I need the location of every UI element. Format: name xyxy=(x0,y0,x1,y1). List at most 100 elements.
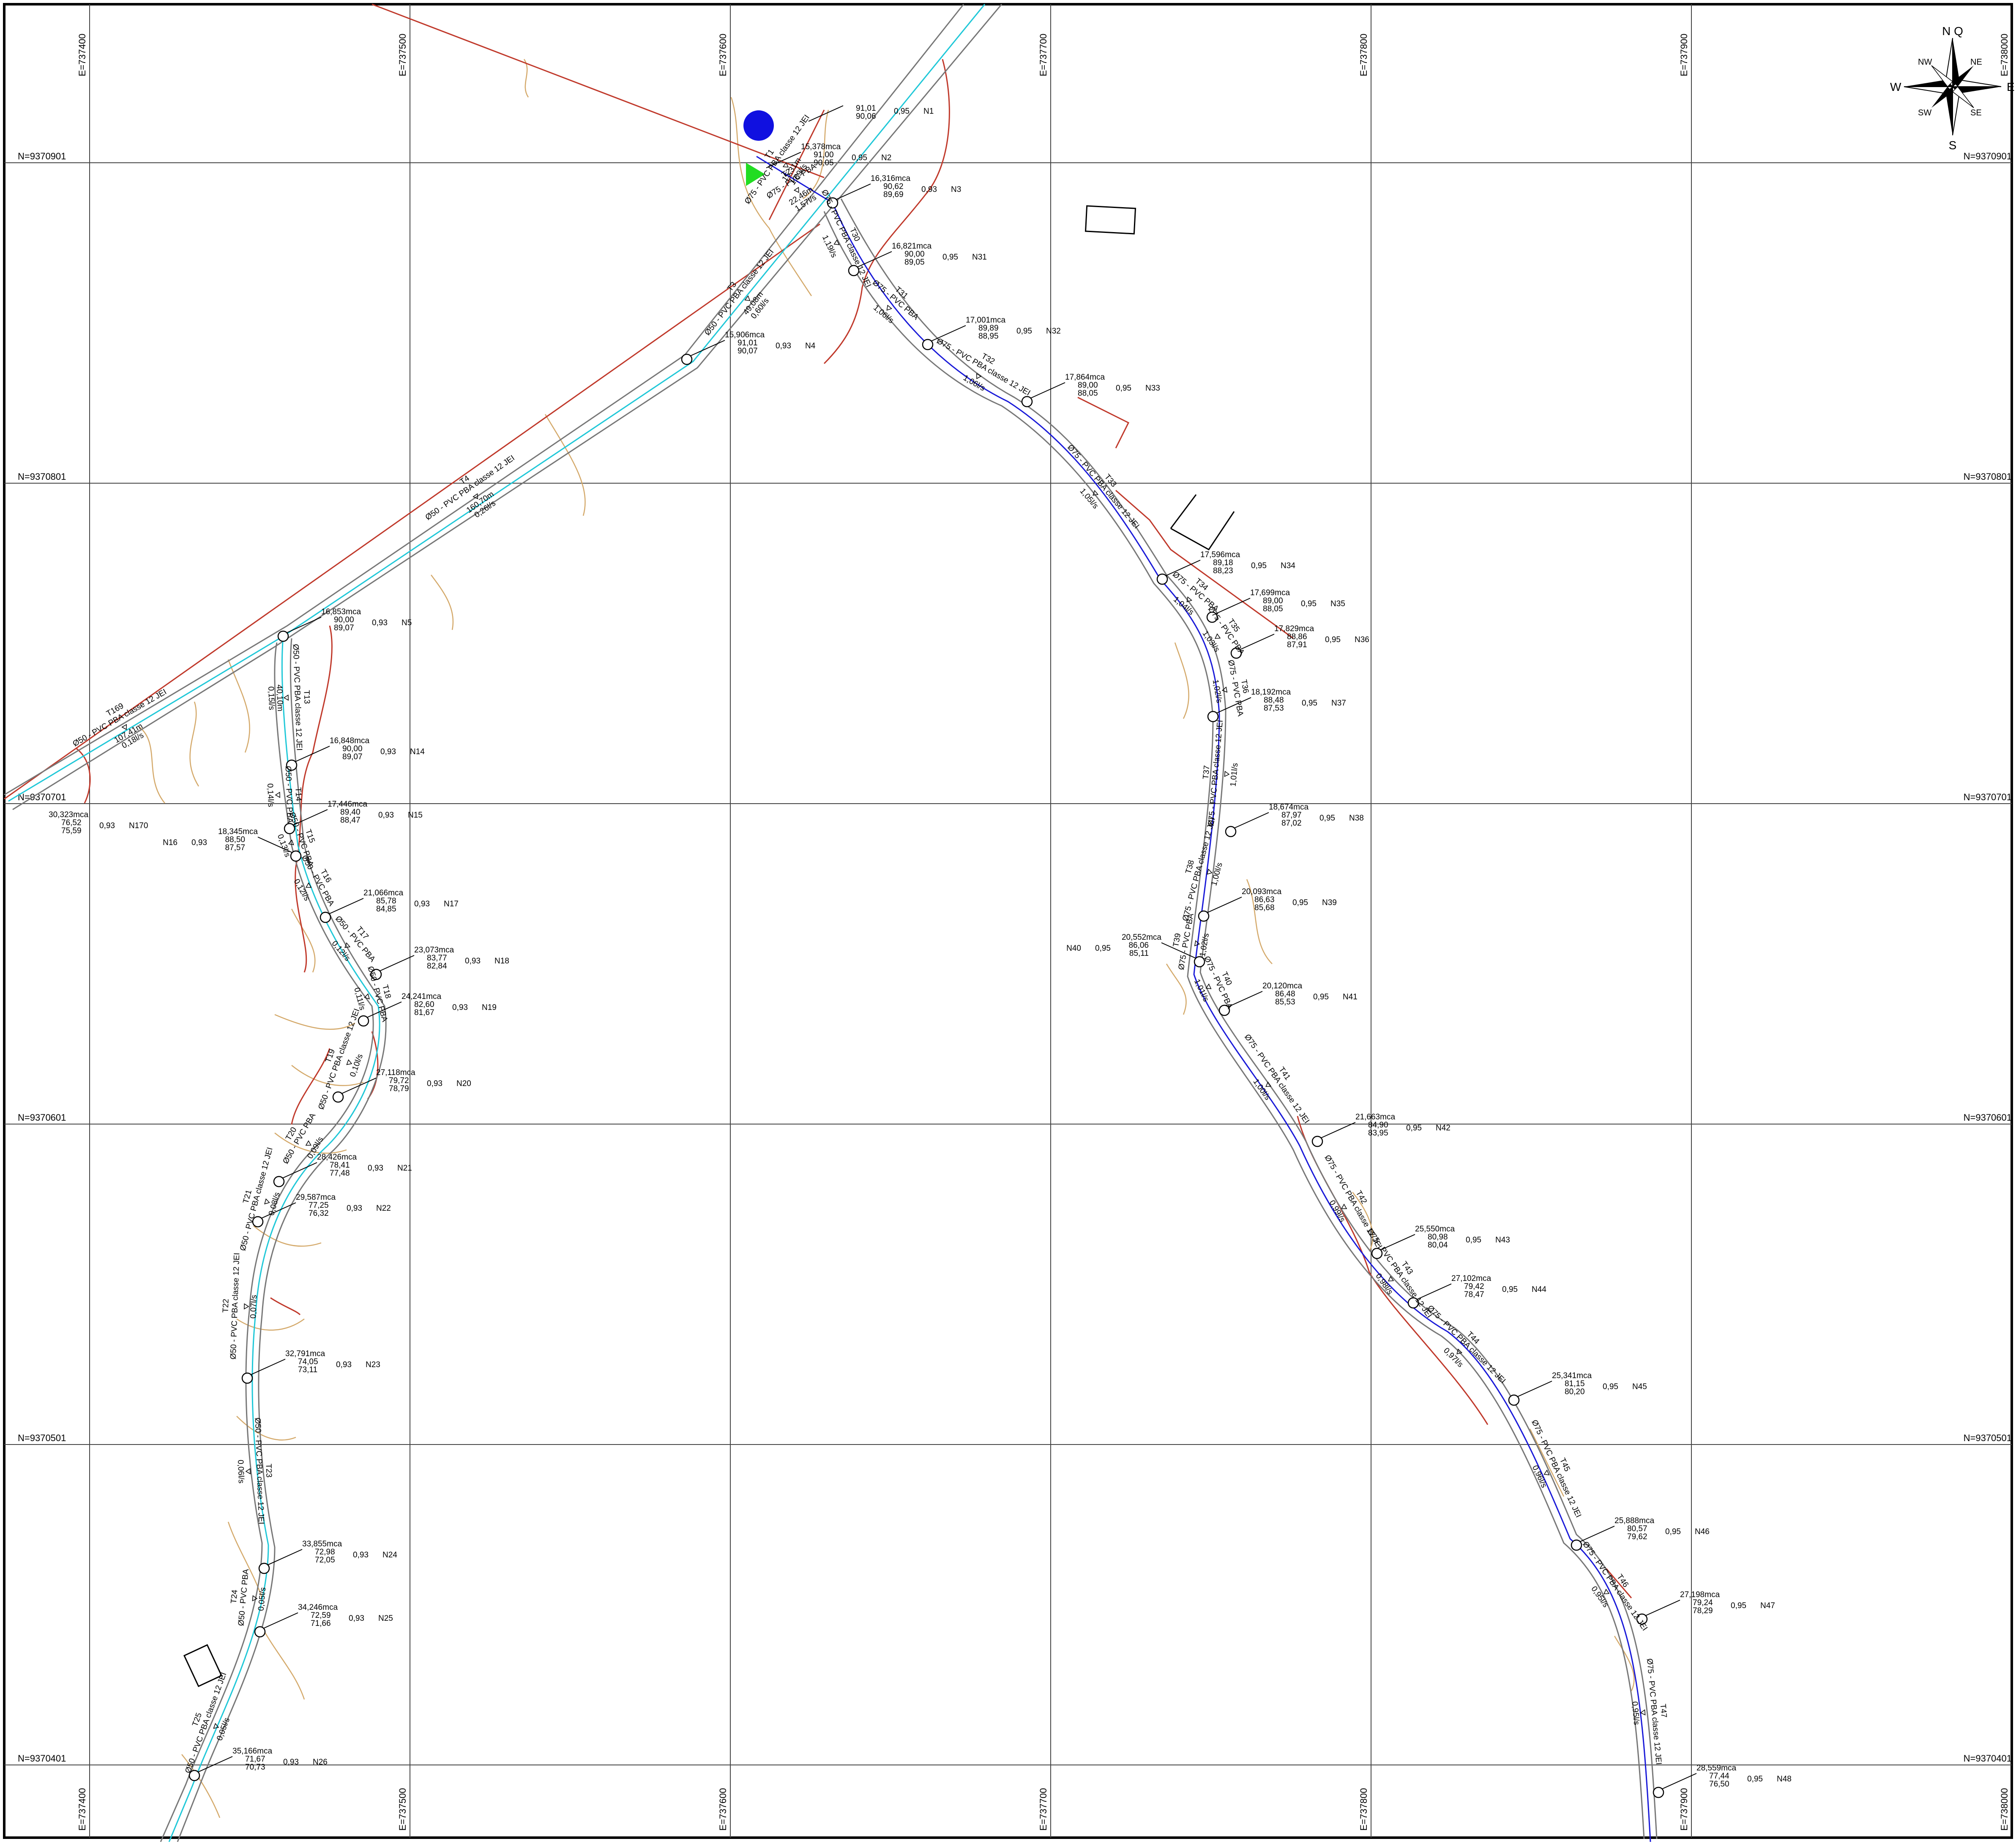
pipe-spec-label: Ø75 - PVC PBA classe 12 JEI xyxy=(1065,443,1141,531)
node-leader-line xyxy=(197,1756,233,1773)
node-circle-icon[interactable] xyxy=(681,353,693,365)
node-id-label: N31 xyxy=(972,253,987,262)
pipe-flow-label: 1,01l/s xyxy=(1229,763,1240,787)
node-circle-icon[interactable] xyxy=(1311,1135,1323,1147)
node-circle-icon[interactable] xyxy=(1207,711,1219,722)
node-circle-icon[interactable] xyxy=(277,630,289,642)
node-circle-icon[interactable] xyxy=(827,197,839,209)
node-id-label: N36 xyxy=(1355,635,1369,644)
node-circle-icon[interactable] xyxy=(273,1176,285,1187)
node-circle-icon[interactable] xyxy=(1206,611,1218,623)
node-circle-icon[interactable] xyxy=(370,969,382,980)
node-circle-icon[interactable] xyxy=(1230,647,1242,659)
node-circle-icon[interactable] xyxy=(1636,1613,1648,1625)
node-circle-icon[interactable] xyxy=(332,1091,344,1103)
node-circle-icon[interactable] xyxy=(284,823,295,834)
node-circle-icon[interactable] xyxy=(241,1372,253,1384)
node-ground-elevation-label: 88,50 xyxy=(225,835,245,844)
node-circle-icon[interactable] xyxy=(358,1015,369,1027)
node-circle-icon[interactable] xyxy=(188,1770,200,1781)
node-circle-icon[interactable] xyxy=(320,911,331,923)
node-circle-icon[interactable] xyxy=(286,759,298,771)
node-circle-icon[interactable] xyxy=(1021,396,1033,408)
node-circle-icon[interactable] xyxy=(290,850,302,862)
node-pipe-elevation-label: 90,07 xyxy=(738,347,758,356)
node-circle-icon[interactable] xyxy=(1407,1297,1419,1309)
node-id-label: N40 xyxy=(1066,944,1081,953)
node-circle-icon[interactable] xyxy=(1571,1539,1582,1551)
node-pressure-label: 35,166mca xyxy=(232,1747,272,1756)
node-circle-icon[interactable] xyxy=(1198,910,1210,922)
compass-nw-label: NW xyxy=(1918,57,1932,67)
node-circle-icon[interactable] xyxy=(1508,1394,1520,1406)
compass-s-label: S xyxy=(1949,139,1957,152)
node-coefficient-label: 0,93 xyxy=(776,342,791,350)
node-circle-icon[interactable] xyxy=(1653,1787,1664,1798)
node-circle-icon[interactable] xyxy=(848,265,860,276)
flow-arrow-icon xyxy=(473,493,478,499)
node-circle-icon[interactable] xyxy=(254,1626,266,1638)
node-circle-icon[interactable] xyxy=(1156,573,1168,585)
pipe-spec-label: Ø75 - PVC PBA classe 12 JEI xyxy=(1243,1033,1311,1125)
node-pressure-label: 28,559mca xyxy=(1696,1764,1736,1773)
node-circle-icon[interactable] xyxy=(1225,826,1237,837)
node-circle-icon[interactable] xyxy=(1194,956,1205,968)
node-circle-icon[interactable] xyxy=(258,1562,270,1574)
node-pressure-label: 27,198mca xyxy=(1680,1590,1720,1599)
node-circle-icon[interactable] xyxy=(252,1216,264,1228)
node-circle-icon[interactable] xyxy=(1218,1004,1230,1016)
node-circle-icon[interactable] xyxy=(922,339,934,350)
pipe-flow-label: 1,00l/s xyxy=(1210,862,1224,887)
node-circle-icon[interactable] xyxy=(1371,1248,1383,1259)
